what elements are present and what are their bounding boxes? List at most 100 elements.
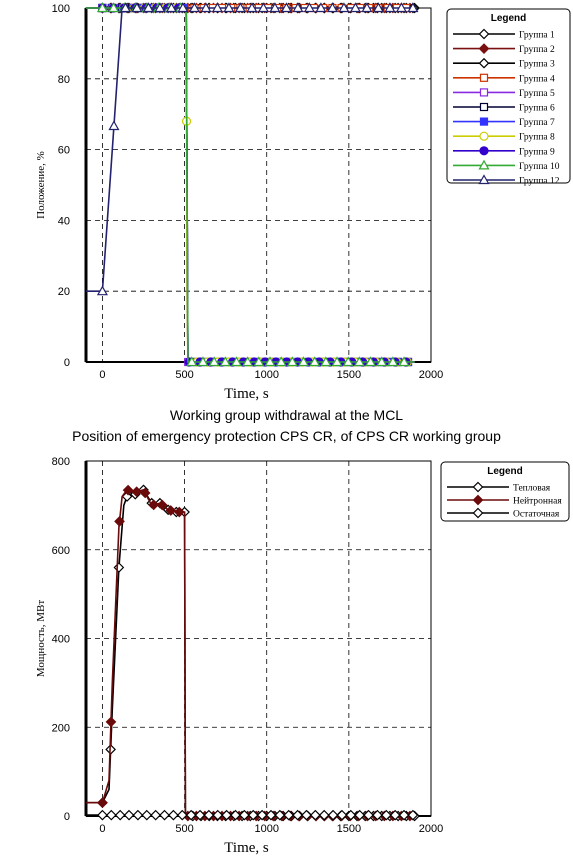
series-marker — [274, 809, 286, 821]
legend-entry: Группа 10 — [519, 162, 560, 172]
series-marker — [336, 809, 348, 821]
series-marker — [247, 809, 259, 821]
series-marker — [188, 2, 200, 13]
x-tick-label: 500 — [175, 823, 193, 835]
legend-entry: Группа 2 — [519, 45, 555, 55]
series-marker — [283, 809, 295, 821]
legend-swatch-marker — [479, 73, 489, 82]
legend-entry: Группа 4 — [519, 74, 555, 84]
series-marker — [114, 809, 126, 821]
series-marker — [177, 2, 189, 13]
series-marker — [292, 2, 304, 13]
position-chart: 0 500 1000 1500 2000 0 20 40 60 80 100 Time, s Полож… — [35, 2, 571, 402]
series-marker — [211, 2, 223, 13]
series-marker — [173, 506, 185, 518]
legend-swatch-marker — [472, 494, 484, 506]
series-marker — [256, 809, 268, 821]
series-marker — [315, 2, 327, 13]
series-marker — [318, 809, 330, 821]
series-marker — [253, 356, 265, 367]
series-marker — [97, 809, 108, 821]
x-tick-label: 2000 — [419, 823, 443, 835]
series-marker — [280, 2, 292, 13]
series-marker — [159, 809, 170, 821]
legend-box — [446, 8, 571, 184]
series-marker — [114, 516, 125, 527]
series-marker — [331, 356, 343, 367]
series-marker — [320, 356, 332, 367]
series-marker — [119, 2, 131, 13]
legend-title: Legend — [487, 466, 523, 477]
series-marker — [212, 809, 224, 821]
series-marker — [194, 809, 206, 821]
series-marker — [380, 809, 392, 821]
series-marker — [154, 2, 166, 13]
y-tick-label: 80 — [58, 74, 70, 86]
legend-entry: Группа 1 — [519, 31, 555, 41]
series-marker — [349, 2, 361, 13]
series-marker — [123, 809, 135, 821]
series-marker — [96, 2, 108, 13]
series-marker — [208, 356, 220, 367]
series-marker — [139, 487, 151, 499]
series-marker — [303, 2, 315, 13]
legend-entry: Группа 5 — [519, 89, 555, 99]
series-marker — [407, 809, 419, 821]
series-marker — [286, 356, 298, 367]
legend-entry: Остаточная — [513, 510, 560, 520]
legend-swatch-marker — [479, 131, 489, 141]
series-marker — [200, 2, 212, 13]
series-marker — [156, 499, 168, 511]
series-marker — [131, 486, 142, 498]
series-marker — [150, 809, 162, 821]
series-marker — [132, 809, 144, 821]
series-marker — [223, 2, 235, 13]
series-marker — [257, 2, 269, 13]
caption-line-2: Position of emergency protection CPS CR,… — [72, 428, 501, 444]
series-marker — [376, 356, 388, 367]
y-tick-label: 200 — [52, 722, 70, 734]
y-axis-label: Мощность, МВт — [35, 600, 47, 677]
series-marker — [165, 2, 177, 13]
x-axis-label: Time, s — [224, 386, 269, 402]
legend-entry: Тепловая — [513, 484, 551, 494]
series-marker — [230, 356, 243, 367]
legend-swatch-marker — [478, 57, 490, 69]
series-marker — [297, 356, 310, 367]
plot-frame — [85, 7, 432, 363]
series-marker — [275, 356, 287, 367]
x-tick-label: 1500 — [337, 823, 361, 835]
series-marker — [203, 809, 215, 821]
x-tick-label: 500 — [175, 369, 193, 381]
series-marker — [301, 809, 312, 821]
x-tick-label: 1000 — [254, 369, 278, 381]
series-marker — [186, 356, 198, 367]
series-marker — [197, 356, 209, 367]
legend-entry: Группа 3 — [519, 60, 555, 70]
series-marker — [327, 809, 339, 821]
series-marker — [269, 2, 281, 13]
series-marker — [326, 2, 338, 13]
x-tick-label: 1500 — [337, 369, 361, 381]
y-tick-label: 400 — [52, 634, 70, 646]
series-marker — [363, 809, 374, 821]
legend-entry: Группа 7 — [519, 118, 555, 128]
x-axis-label: Time, s — [224, 840, 269, 856]
series-marker — [395, 2, 407, 13]
y-tick-label: 60 — [58, 145, 70, 157]
series-marker — [338, 2, 350, 13]
legend-swatch-marker — [478, 28, 490, 40]
legend-swatch-marker — [479, 146, 489, 156]
legend-swatch-marker — [472, 481, 484, 493]
legend-entry: Нейтронная — [513, 496, 562, 507]
series-marker — [219, 356, 231, 367]
x-tick-label: 0 — [99, 823, 105, 835]
series-marker — [142, 2, 154, 13]
series-marker — [185, 809, 197, 821]
series-marker — [221, 809, 232, 821]
series-marker — [384, 2, 396, 13]
series-marker — [354, 809, 366, 821]
series-marker — [389, 809, 401, 821]
series-marker — [230, 809, 241, 821]
